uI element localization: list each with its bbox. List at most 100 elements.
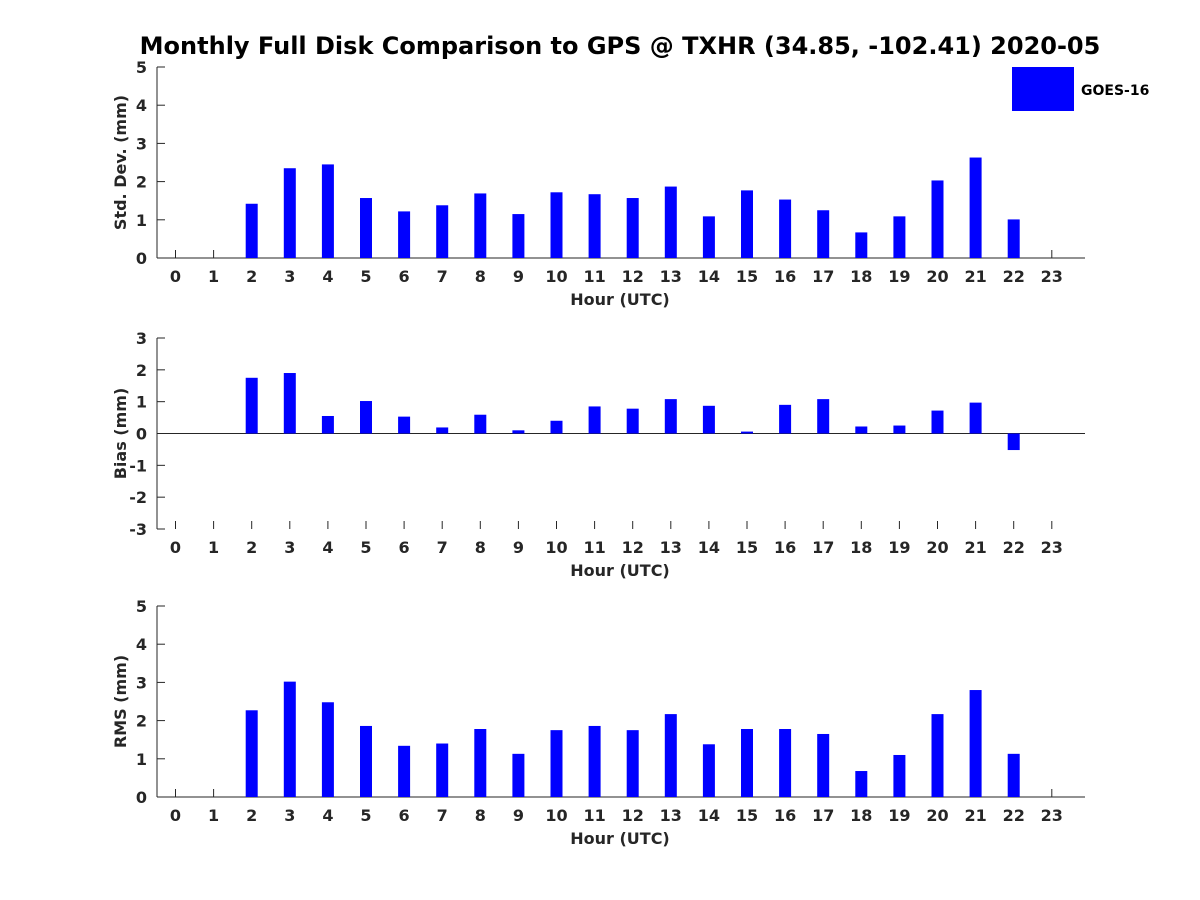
bar [741,729,753,797]
bar [969,402,982,434]
bar [436,427,449,434]
x-tick-label: 16 [774,806,796,825]
bar [741,190,753,258]
bar [588,406,601,434]
bar [550,192,563,258]
x-tick-label: 1 [208,806,219,825]
y-tick-label: -2 [129,488,147,507]
x-tick-label: 22 [1003,267,1025,286]
x-tick-label: 10 [545,267,567,286]
x-tick-label: 0 [170,806,181,825]
y-tick-label: 3 [136,673,147,692]
bar [398,416,411,434]
bar [398,745,411,797]
x-tick-label: 11 [583,538,605,557]
x-tick-label: 20 [926,806,948,825]
y-tick-label: 3 [136,329,147,348]
bar [474,729,487,797]
bar [779,199,792,258]
x-tick-label: 23 [1041,538,1063,557]
x-tick-label: 7 [437,806,448,825]
x-tick-label: 21 [964,806,986,825]
bar [969,690,982,797]
bar [283,681,296,797]
y-tick-label: -3 [129,520,147,539]
x-tick-label: 11 [583,806,605,825]
x-tick-label: 5 [360,806,371,825]
x-tick-label: 13 [660,267,682,286]
y-tick-label: 1 [136,393,147,412]
x-tick-label: 10 [545,538,567,557]
y-tick-label: 4 [136,96,147,115]
x-tick-label: 1 [208,267,219,286]
bar [550,730,563,797]
bar [1007,753,1020,797]
bar [626,730,639,797]
x-tick-label: 8 [475,538,486,557]
y-tick-label: 5 [136,597,147,616]
bar [474,414,487,434]
bar [245,377,258,434]
x-tick-label: 2 [246,267,257,286]
bar [245,710,258,797]
bar [588,194,601,258]
bar [398,211,411,258]
x-axis-label: Hour (UTC) [570,561,670,580]
x-tick-label: 13 [660,806,682,825]
bar [512,753,525,797]
x-tick-label: 20 [926,267,948,286]
x-tick-label: 9 [513,538,524,557]
bar [702,744,715,797]
x-tick-label: 3 [284,538,295,557]
bar [321,164,334,258]
bar [779,404,792,434]
bar [512,214,525,258]
x-tick-label: 13 [660,538,682,557]
y-tick-label: 2 [136,361,147,380]
x-tick-label: 1 [208,538,219,557]
x-tick-label: 18 [850,538,872,557]
x-tick-label: 23 [1041,267,1063,286]
bar [283,373,296,434]
bar [855,771,868,797]
x-tick-label: 16 [774,267,796,286]
x-tick-label: 8 [475,267,486,286]
x-axis-label: Hour (UTC) [570,290,670,309]
x-tick-label: 15 [736,267,758,286]
bar [436,743,449,797]
x-tick-label: 5 [360,538,371,557]
y-axis-label: RMS (mm) [111,655,130,748]
bar [550,420,563,434]
x-tick-label: 10 [545,806,567,825]
legend: GOES-16 [1012,67,1149,111]
legend-swatch [1012,67,1074,111]
bar [245,203,258,258]
x-tick-label: 19 [888,806,910,825]
x-tick-label: 7 [437,538,448,557]
x-tick-label: 23 [1041,806,1063,825]
y-tick-label: 1 [136,211,147,230]
x-tick-label: 19 [888,267,910,286]
bar [969,157,982,258]
y-tick-label: 3 [136,134,147,153]
x-tick-label: 3 [284,806,295,825]
bar [702,216,715,258]
chart-title: Monthly Full Disk Comparison to GPS @ TX… [140,32,1101,60]
bar [779,729,792,797]
bar [741,431,753,434]
x-tick-label: 4 [322,267,333,286]
y-tick-label: 2 [136,712,147,731]
bar [817,210,830,258]
x-tick-label: 16 [774,538,796,557]
x-tick-label: 12 [622,538,644,557]
bar [321,702,334,797]
x-tick-label: 9 [513,806,524,825]
y-tick-label: 4 [136,635,147,654]
bar [664,399,677,434]
y-tick-label: 0 [136,425,147,444]
x-tick-label: 14 [698,806,720,825]
x-tick-label: 3 [284,267,295,286]
x-tick-label: 2 [246,806,257,825]
